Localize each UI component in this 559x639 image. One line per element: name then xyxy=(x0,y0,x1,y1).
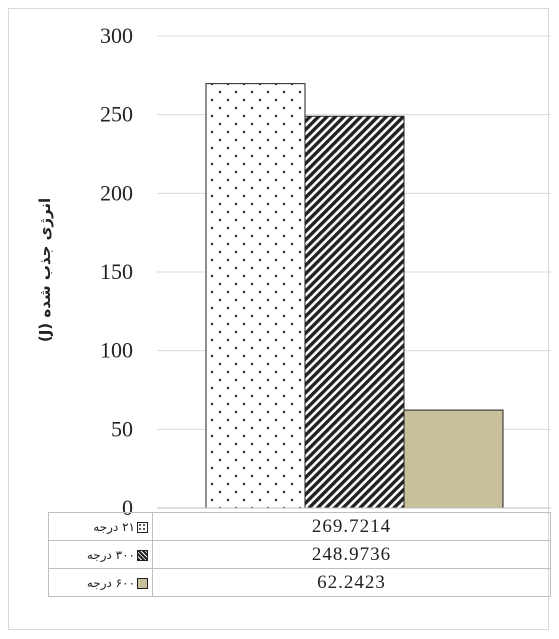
legend-label: ۲۱ درجه xyxy=(93,519,135,534)
data-label: 62.2423 xyxy=(152,568,551,597)
data-table: ۲۱ درجه 269.7214 ۳۰۰ درجه 248.9736 ۶۰۰ درجه 6… xyxy=(48,512,551,597)
y-tick-label: 300 xyxy=(100,23,133,48)
legend-label: ۶۰۰ درجه xyxy=(86,575,135,590)
bar-series-2 xyxy=(304,115,405,509)
bars xyxy=(205,83,504,509)
data-label: 248.9736 xyxy=(152,540,551,569)
table-row: ۳۰۰ درجه 248.9736 xyxy=(48,540,551,569)
y-tick-label: 250 xyxy=(100,102,133,127)
y-tick-label: 150 xyxy=(100,259,133,284)
legend-key: ۶۰۰ درجه xyxy=(48,568,153,597)
legend-swatch xyxy=(137,521,148,533)
y-axis-label: انرژی جذب شده (J) xyxy=(36,198,54,342)
bar-series-3 xyxy=(403,409,504,509)
bar-series-1 xyxy=(205,83,306,509)
legend-label: ۳۰۰ درجه xyxy=(86,547,135,562)
legend-swatch xyxy=(137,577,148,589)
y-axis-ticks: 0 50 100 150 200 250 300 xyxy=(100,23,133,520)
legend-key: ۳۰۰ درجه xyxy=(48,540,153,569)
table-row: ۲۱ درجه 269.7214 xyxy=(48,512,551,541)
table-row: ۶۰۰ درجه 62.2423 xyxy=(48,568,551,597)
data-label: 269.7214 xyxy=(152,512,551,541)
legend-key: ۲۱ درجه xyxy=(48,512,153,541)
y-tick-label: 50 xyxy=(111,416,133,441)
y-tick-label: 0 xyxy=(122,495,133,520)
y-tick-label: 100 xyxy=(100,338,133,363)
legend-swatch xyxy=(137,549,148,561)
y-tick-label: 200 xyxy=(100,180,133,205)
